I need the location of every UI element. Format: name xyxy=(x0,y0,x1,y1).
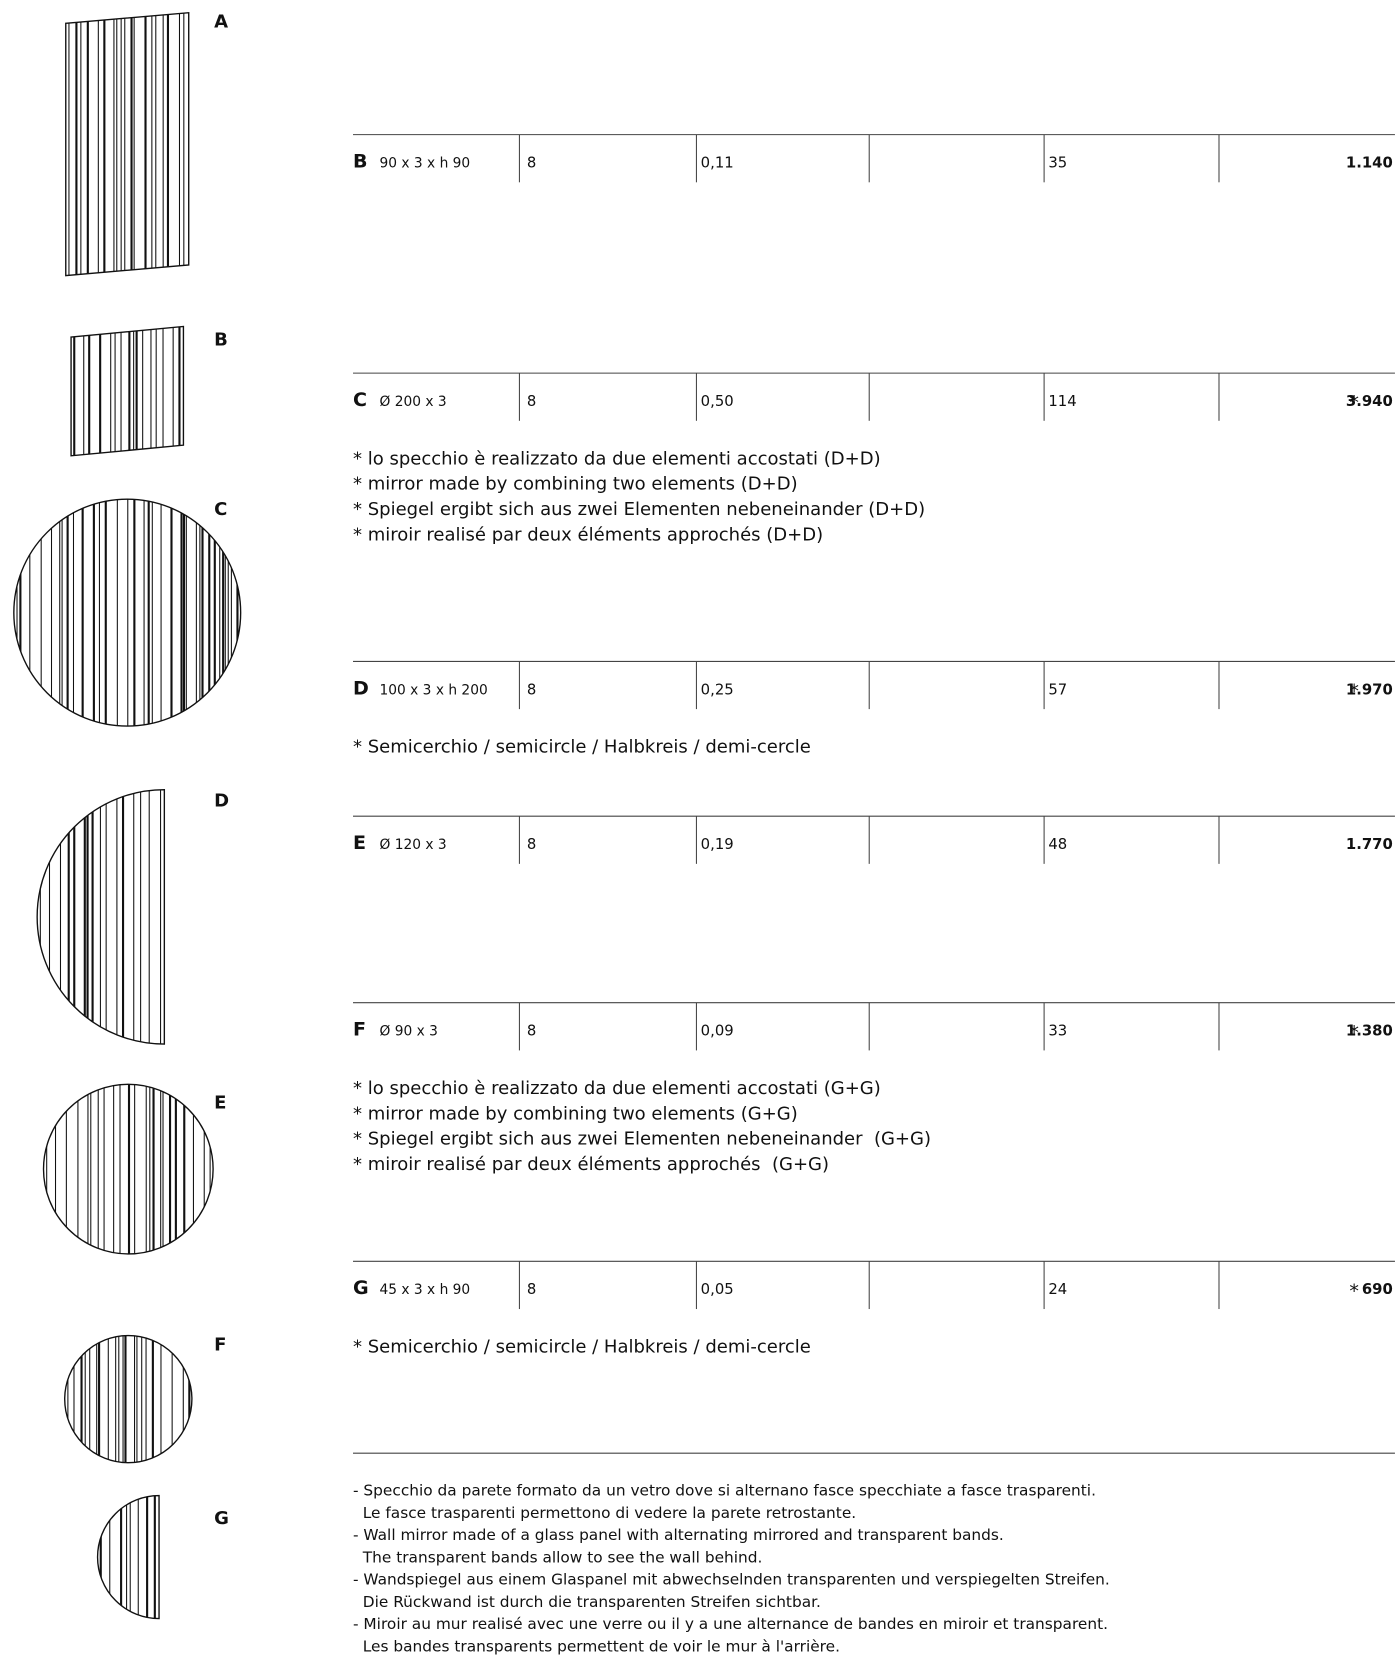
row-cell: 35 xyxy=(1048,154,1067,171)
row-code: E xyxy=(353,832,366,854)
figure-label: C xyxy=(214,499,227,520)
row-code: B xyxy=(353,150,368,172)
price-mark: * xyxy=(1349,392,1359,414)
figure-stripes xyxy=(67,1335,191,1463)
row-code: D xyxy=(353,677,369,699)
figure-stripes xyxy=(39,789,162,1045)
row-code: C xyxy=(353,389,367,411)
row-cell: 0,19 xyxy=(701,836,734,853)
figure-outline xyxy=(65,11,190,277)
row-price: 1.380 xyxy=(1346,1023,1393,1040)
figure-label: D xyxy=(214,791,229,812)
row-note: * mirror made by combining two elements … xyxy=(353,474,798,495)
row-cell: 0,09 xyxy=(701,1023,734,1040)
row-price: 1.140 xyxy=(1346,154,1393,171)
row-cell: 0,50 xyxy=(701,393,734,410)
figure-outline xyxy=(96,1494,160,1620)
row-size: Ø 90 x 3 xyxy=(380,1024,438,1040)
row-cell: 48 xyxy=(1048,836,1067,853)
footer-line: - Wall mirror made of a glass panel with… xyxy=(353,1526,1004,1544)
row-cell: 0,05 xyxy=(701,1281,734,1298)
footer-line: - Wandspiegel aus einem Glaspanel mit ab… xyxy=(353,1571,1110,1589)
row-price: 1.970 xyxy=(1346,681,1393,698)
row-cell: 8 xyxy=(527,681,536,698)
footer-line: - Miroir au mur realisé avec une verre o… xyxy=(353,1615,1108,1633)
figure-label: B xyxy=(214,330,228,351)
row-note: * Spiegel ergibt sich aus zwei Elementen… xyxy=(353,1129,931,1150)
row-price: 3.940 xyxy=(1346,393,1393,410)
row-price: 1.770 xyxy=(1346,836,1393,853)
footer-line: Le fasce trasparenti permettono di veder… xyxy=(353,1504,856,1522)
price-mark: * xyxy=(1349,1280,1359,1302)
row-note: * miroir realisé par deux éléments appro… xyxy=(353,525,823,546)
row-size: Ø 120 x 3 xyxy=(380,837,447,853)
price-mark: * xyxy=(1349,680,1359,702)
row-code: F xyxy=(353,1019,366,1041)
row-cell: 57 xyxy=(1048,681,1067,698)
figure-outline xyxy=(42,1083,214,1255)
row-note: * Spiegel ergibt sich aus zwei Elementen… xyxy=(353,499,925,520)
row-cell: 8 xyxy=(527,1023,536,1040)
row-cell: 33 xyxy=(1048,1023,1067,1040)
row-size: 45 x 3 x h 90 xyxy=(380,1282,471,1298)
footer-line: Les bandes transparents permettent de vo… xyxy=(353,1637,840,1655)
figure-label: F xyxy=(214,1334,226,1355)
figure-outline xyxy=(64,1334,193,1464)
row-cell: 8 xyxy=(527,1281,536,1298)
row-cell: 24 xyxy=(1048,1281,1067,1298)
row-note: * Semicerchio / semicircle / Halbkreis /… xyxy=(353,737,811,758)
figure-label: G xyxy=(214,1508,229,1529)
row-cell: 8 xyxy=(527,836,536,853)
row-note: * Semicerchio / semicircle / Halbkreis /… xyxy=(353,1336,811,1357)
figure-outline xyxy=(70,325,185,457)
row-cell: 8 xyxy=(527,154,536,171)
row-cell: 114 xyxy=(1048,393,1076,410)
figure-stripes xyxy=(99,1495,156,1619)
row-cell: 0,11 xyxy=(701,154,734,171)
figure-outline xyxy=(36,788,166,1045)
row-note: * miroir realisé par deux éléments appro… xyxy=(353,1154,829,1175)
figure-stripes xyxy=(16,499,239,727)
row-cell: 8 xyxy=(527,393,536,410)
footer-line: - Specchio da parete formato da un vetro… xyxy=(353,1482,1096,1500)
footer-line: Die Rückwand ist durch die transparenten… xyxy=(353,1593,821,1611)
figure-label: E xyxy=(214,1093,226,1114)
row-note: * lo specchio è realizzato da due elemen… xyxy=(353,1078,881,1099)
figure-label: A xyxy=(214,12,228,33)
footer-line: The transparent bands allow to see the w… xyxy=(353,1548,762,1566)
row-code: G xyxy=(353,1277,369,1299)
price-mark: * xyxy=(1349,1022,1359,1044)
row-size: 90 x 3 x h 90 xyxy=(380,155,471,171)
row-note: * lo specchio è realizzato da due elemen… xyxy=(353,448,881,469)
row-note: * mirror made by combining two elements … xyxy=(353,1103,798,1124)
row-price: 690 xyxy=(1362,1281,1393,1298)
row-size: 100 x 3 x h 200 xyxy=(380,682,488,698)
row-cell: 0,25 xyxy=(701,681,734,698)
figure-outline xyxy=(13,498,242,727)
row-size: Ø 200 x 3 xyxy=(380,394,447,410)
